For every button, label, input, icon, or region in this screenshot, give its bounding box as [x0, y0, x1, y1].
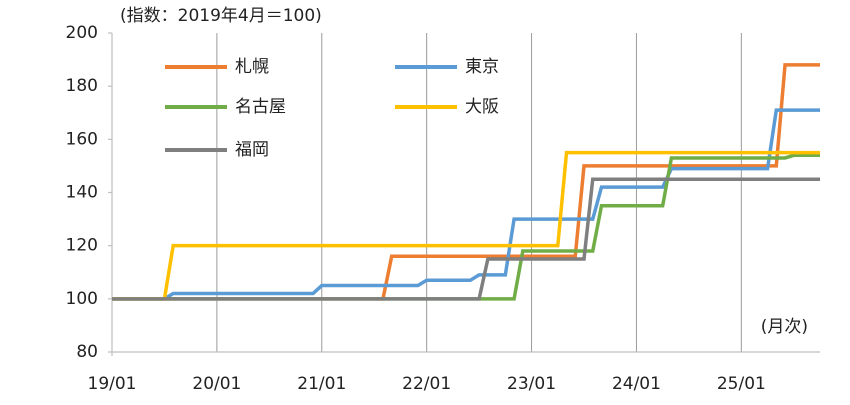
legend-label: 福岡 — [235, 140, 269, 160]
y-tick-label: 160 — [66, 129, 98, 149]
series-line — [112, 153, 820, 301]
legend-label: 名古屋 — [235, 97, 286, 117]
x-tick-label: 21/01 — [297, 374, 346, 394]
series-line — [112, 108, 820, 301]
frequency-note: (月次) — [761, 317, 808, 337]
series-line — [112, 177, 820, 301]
x-tick-label: 23/01 — [507, 374, 556, 394]
y-tick-label: 180 — [66, 76, 98, 96]
legend-label: 大阪 — [465, 97, 499, 117]
legend-label: 東京 — [465, 57, 499, 77]
x-tick-label: 24/01 — [612, 374, 661, 394]
y-tick-label: 80 — [76, 342, 98, 362]
x-tick-label: 22/01 — [402, 374, 451, 394]
unit-note: (指数：2019年4月＝100) — [120, 6, 322, 26]
y-tick-label: 100 — [66, 289, 98, 309]
series-line — [112, 150, 820, 301]
x-tick-label: 25/01 — [717, 374, 766, 394]
y-tick-label: 200 — [66, 23, 98, 43]
x-tick-label: 20/01 — [192, 374, 241, 394]
y-tick-label: 140 — [66, 183, 98, 203]
x-tick-label: 19/01 — [88, 374, 137, 394]
y-tick-label: 120 — [66, 236, 98, 256]
legend-label: 札幌 — [235, 57, 269, 77]
